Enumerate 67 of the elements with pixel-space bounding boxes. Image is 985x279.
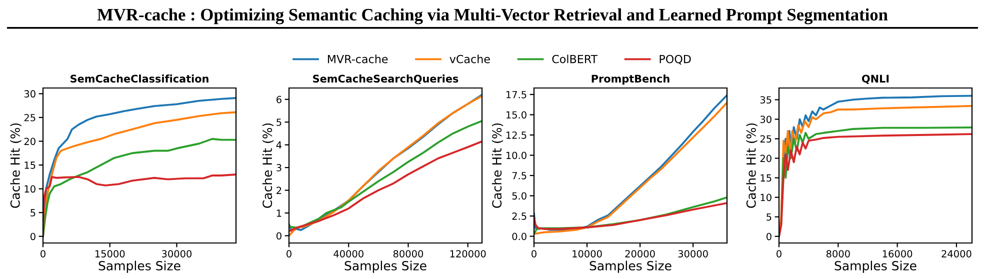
y-tick-label: 15 bbox=[760, 174, 772, 182]
x-tick-label: 16000 bbox=[882, 250, 912, 258]
y-tick-label: 25 bbox=[24, 114, 36, 122]
y-tick-label: 0.0 bbox=[512, 232, 526, 240]
y-tick-label: 5 bbox=[766, 213, 772, 221]
line-series bbox=[289, 140, 482, 232]
x-tick-label: 40000 bbox=[334, 250, 364, 258]
y-tick-label: 5 bbox=[276, 118, 282, 126]
x-axis-title: Samples Size bbox=[98, 260, 180, 273]
y-tick-label: 7.5 bbox=[512, 172, 526, 180]
y-tick-label: 5 bbox=[30, 209, 36, 216]
x-tick-label: 30000 bbox=[678, 250, 708, 258]
x-tick-label: 120000 bbox=[450, 250, 486, 258]
y-tick-label: 2 bbox=[276, 186, 282, 194]
y-tick-label: 4 bbox=[276, 141, 282, 149]
x-tick-label: 0 bbox=[532, 250, 536, 258]
chart-title: SemCacheSearchQueries bbox=[313, 74, 458, 84]
y-tick-label: 25 bbox=[760, 135, 772, 143]
y-tick-label: 35 bbox=[760, 96, 772, 104]
y-axis-title: Cache Hit (%) bbox=[492, 123, 504, 208]
y-tick-label: 10 bbox=[24, 185, 36, 193]
y-tick-label: 0 bbox=[276, 232, 282, 240]
y-tick-label: 15 bbox=[24, 162, 36, 169]
legend-label: ColBERT bbox=[552, 54, 598, 64]
legend-label: MVR-cache bbox=[328, 54, 388, 64]
line-series bbox=[43, 174, 236, 238]
y-tick-label: 2.5 bbox=[512, 212, 526, 220]
y-axis-title: Cache Hit (%) bbox=[10, 123, 22, 208]
y-tick-label: 20 bbox=[24, 138, 36, 146]
chart-title: QNLI bbox=[862, 74, 889, 84]
line-series bbox=[534, 202, 727, 230]
text: MVR-cache : Optimizing Semantic Caching via Multi-Vector Retrieval and Learned Prompt Segmentation bbox=[97, 8, 888, 24]
y-tick-label: 1 bbox=[276, 210, 282, 217]
line-series bbox=[289, 120, 482, 229]
x-axis-title: Samples Size bbox=[344, 260, 426, 273]
chart-title: SemCacheClassification bbox=[70, 74, 208, 83]
x-tick-label: 80000 bbox=[393, 250, 424, 258]
legend-label: POQD bbox=[660, 54, 691, 65]
y-tick-label: 12.5 bbox=[506, 131, 526, 139]
y-tick-label: 0 bbox=[30, 232, 36, 240]
y-tick-label: 5.0 bbox=[512, 192, 526, 200]
x-tick-label: 0 bbox=[776, 250, 782, 258]
x-tick-label: 8000 bbox=[826, 250, 850, 258]
x-tick-label: 24000 bbox=[942, 250, 972, 258]
y-tick-label: 10.0 bbox=[506, 152, 526, 160]
x-axis-title: Samples Size bbox=[834, 260, 916, 273]
y-tick-label: 20 bbox=[760, 154, 772, 162]
x-tick-label: 10000 bbox=[572, 250, 602, 258]
y-tick-label: 3 bbox=[276, 164, 282, 172]
y-tick-label: 0 bbox=[766, 232, 772, 240]
y-tick-label: 17.5 bbox=[506, 91, 526, 98]
line-series bbox=[534, 196, 727, 235]
y-axis-title: Cache Hit (%) bbox=[262, 123, 274, 208]
y-tick-label: 6 bbox=[276, 96, 282, 104]
x-tick-label: 30000 bbox=[162, 250, 192, 258]
y-tick-label: 15.0 bbox=[506, 111, 526, 119]
y-tick-label: 10 bbox=[760, 194, 772, 202]
x-tick-label: 20000 bbox=[625, 250, 655, 258]
y-tick-label: 30 bbox=[760, 116, 772, 124]
x-tick-label: 0 bbox=[286, 250, 292, 258]
legend-label: vCache bbox=[450, 54, 490, 64]
x-axis-title: Samples Size bbox=[590, 260, 672, 273]
y-tick-label: 30 bbox=[24, 90, 36, 98]
x-tick-label: 15000 bbox=[95, 250, 125, 258]
chart-title: PromptBench bbox=[592, 74, 670, 85]
y-axis-title: Cache Hit (%) bbox=[746, 123, 758, 208]
x-tick-label: 0 bbox=[40, 250, 46, 258]
